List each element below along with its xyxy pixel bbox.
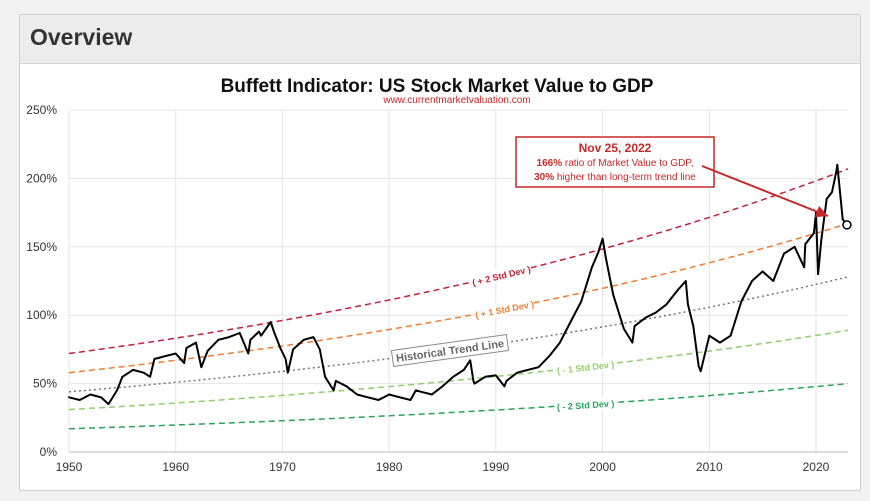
series-layer: [68, 163, 852, 406]
std-dev-bands: ( + 2 Std Dev ) ( + 1 Std Dev ) Historical…: [68, 168, 849, 430]
x-tick-label: 2010: [696, 460, 723, 474]
annotation-line2-rest: higher than long-term trend line: [554, 172, 696, 183]
y-tick-label: 200%: [26, 171, 57, 185]
annotation-title: Nov 25, 2022: [579, 141, 652, 155]
band-label-group: ( - 2 Std Dev ): [555, 395, 616, 414]
overview-panel: Overview: [19, 14, 861, 491]
y-tick-label: 50%: [33, 377, 57, 391]
annotation-line1: 166% ratio of Market Value to GDP,: [537, 158, 694, 169]
panel-header: Overview: [20, 15, 860, 64]
band-label-group: ( + 1 Std Dev ): [473, 296, 536, 322]
band-label-group: ( + 2 Std Dev ): [470, 261, 533, 289]
x-tick-label: 1970: [269, 460, 296, 474]
annotation: Nov 25, 2022 166% ratio of Market Value …: [515, 136, 829, 218]
annotation-line1-rest: ratio of Market Value to GDP,: [562, 158, 693, 169]
x-tick-label: 2020: [803, 460, 830, 474]
annotation-arrow: [701, 165, 829, 217]
x-tick-label: 1980: [376, 460, 403, 474]
band-line: [68, 382, 849, 430]
annotation-line2: 30% higher than long-term trend line: [534, 172, 696, 183]
band-label-group: ( - 1 Std Dev ): [554, 356, 617, 378]
band-label-group: Historical Trend Line: [390, 334, 510, 367]
annotation-line2-bold: 30%: [534, 172, 554, 183]
current-value-marker: [842, 220, 852, 230]
y-tick-label: 150%: [26, 240, 57, 254]
annotation-line1-bold: 166%: [537, 158, 563, 169]
chart-title: Buffett Indicator: US Stock Market Value…: [221, 76, 654, 97]
series-line: [68, 163, 848, 406]
x-tick-label: 1950: [56, 460, 83, 474]
band-label: ( - 2 Std Dev ): [557, 399, 615, 413]
band-label-bg: [470, 261, 533, 289]
band-label-bg: [473, 296, 536, 322]
trend-label-box: [390, 334, 510, 367]
x-tick-label: 1960: [162, 460, 189, 474]
y-tick-label: 250%: [26, 103, 57, 117]
band-label-bg: [555, 395, 616, 414]
x-tick-label: 2000: [589, 460, 616, 474]
y-tick-label: 0%: [40, 445, 58, 459]
y-tick-label: 100%: [26, 308, 57, 322]
grid: [68, 109, 848, 453]
band-label: ( + 2 Std Dev ): [471, 264, 531, 288]
band-label-bg: [554, 356, 617, 378]
axis-labels: 0% 50% 100% 150% 200% 250% 1950 1960 1970 1980 199…: [26, 103, 829, 474]
annotation-box: [515, 136, 715, 188]
panel-title: Overview: [30, 24, 133, 50]
band-line: [68, 329, 849, 411]
annotation-arrowhead: [814, 206, 828, 218]
chart-subtitle: www.currentmarketvaluation.com: [382, 95, 530, 106]
x-tick-label: 1990: [482, 460, 509, 474]
band-line: [68, 168, 849, 355]
